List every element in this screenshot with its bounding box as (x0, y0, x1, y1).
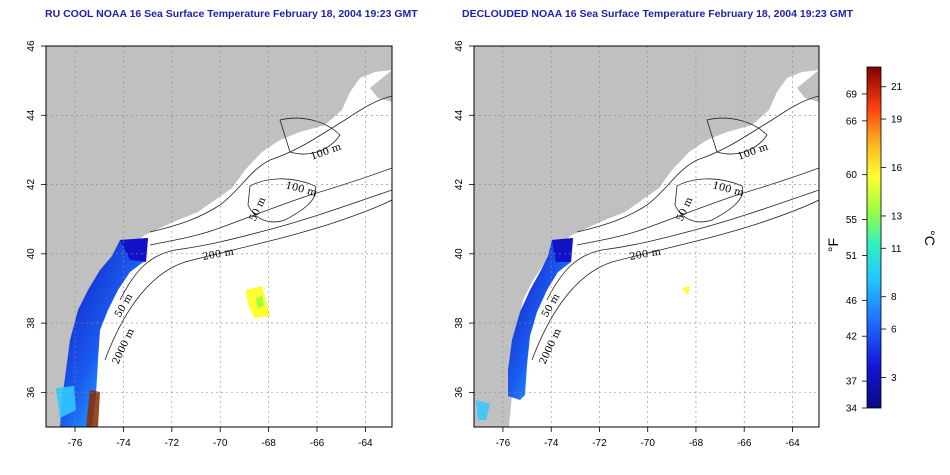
land-mass (46, 46, 392, 427)
y-tick-label: 44 (26, 109, 37, 121)
y-tick-label: 42 (26, 179, 37, 191)
x-tick-label: -66 (737, 438, 752, 449)
x-tick-label: -72 (165, 438, 180, 449)
fahrenheit-tick-label: 34 (846, 404, 858, 415)
axis-ticks: -76 -74 -72 -70 -68 -66 -64 36 38 40 42 44 46 (454, 40, 800, 449)
celsius-tick-label: 6 (891, 325, 897, 336)
fahrenheit-tick-label: 55 (846, 215, 858, 226)
x-tick-label: -70 (213, 438, 228, 449)
y-tick-label: 36 (26, 386, 37, 398)
x-tick-label: -72 (592, 438, 607, 449)
sst-data (56, 238, 270, 427)
celsius-tick-label: 8 (891, 292, 897, 303)
y-tick-label: 40 (454, 248, 465, 260)
fahrenheit-tick-label: 37 (846, 377, 858, 388)
x-tick-label: -66 (310, 438, 325, 449)
land-mass (474, 46, 819, 427)
x-tick-label: -68 (689, 438, 704, 449)
celsius-tick-label: 16 (891, 163, 903, 174)
y-tick-label: 46 (454, 40, 465, 52)
axis-ticks: -76 -74 -72 -70 -68 -66 -64 36 38 40 42 44 46 (26, 40, 373, 449)
colorbar-scale (866, 66, 882, 409)
x-tick-label: -68 (261, 438, 276, 449)
map-panel-declouded: 100 m 100 m 50 m 200 m 50 m 2000 m -76 -7… (454, 40, 820, 449)
y-tick-label: 40 (26, 248, 37, 260)
grid-lines (474, 46, 819, 427)
panel-title-raw: RU COOL NOAA 16 Sea Surface Temperature … (45, 8, 418, 20)
celsius-tick-label: 13 (891, 211, 903, 222)
celsius-tick-label: 19 (891, 115, 903, 126)
celsius-unit-label: °C (922, 230, 938, 246)
celsius-tick-label: 3 (891, 373, 897, 384)
y-tick-label: 46 (26, 40, 37, 52)
celsius-tick-label: 11 (891, 244, 902, 255)
fahrenheit-tick-label: 51 (846, 251, 858, 262)
fahrenheit-tick-label: 69 (846, 89, 858, 100)
fahrenheit-tick-label: 46 (846, 296, 858, 307)
map-frame (473, 45, 820, 428)
depth-contours (104, 95, 392, 361)
x-tick-label: -76 (68, 438, 83, 449)
fahrenheit-tick-label: 66 (846, 116, 858, 127)
fahrenheit-tick-label: 60 (846, 170, 858, 181)
x-tick-label: -74 (544, 438, 559, 449)
x-tick-label: -64 (358, 438, 373, 449)
celsius-tick-label: 21 (891, 82, 903, 93)
x-tick-label: -70 (640, 438, 655, 449)
fahrenheit-unit-label: °F (825, 238, 841, 252)
y-tick-label: 44 (454, 109, 465, 121)
sst-data (476, 238, 690, 420)
y-tick-label: 38 (454, 317, 465, 329)
map-panel-raw: 100 m 100 m 50 m 200 m 50 m 2000 m -76 -7… (26, 40, 393, 449)
grid-lines (46, 46, 392, 427)
fahrenheit-tick-label: 42 (846, 332, 858, 343)
y-tick-label: 42 (454, 179, 465, 191)
temperature-colorbar: 69 66 60 55 51 46 42 37 34 21 19 16 13 11 8 6 3 °F °C (825, 66, 938, 415)
map-frame (45, 45, 393, 428)
x-tick-label: -64 (785, 438, 800, 449)
y-tick-label: 38 (26, 317, 37, 329)
x-tick-label: -76 (496, 438, 511, 449)
depth-contours (531, 95, 819, 361)
x-tick-label: -74 (116, 438, 131, 449)
panel-title-declouded: DECLOUDED NOAA 16 Sea Surface Temperatur… (462, 8, 853, 20)
y-tick-label: 36 (454, 386, 465, 398)
